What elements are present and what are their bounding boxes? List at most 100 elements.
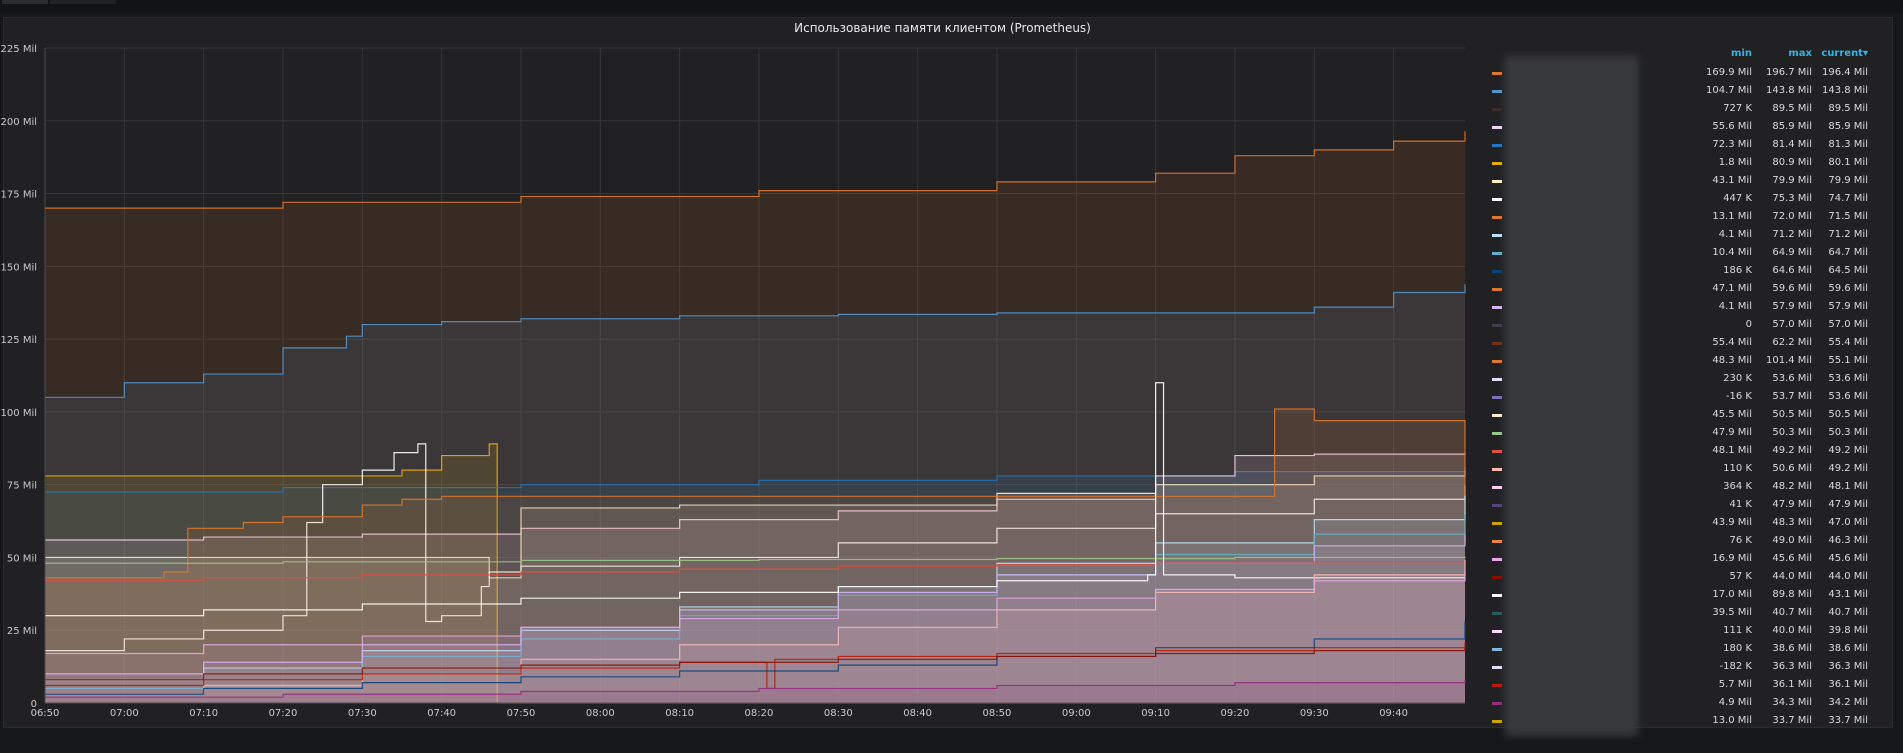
legend-swatch[interactable] (1492, 162, 1502, 165)
legend-swatch[interactable] (1492, 648, 1502, 651)
legend-swatch[interactable] (1492, 288, 1502, 291)
legend-current: 55.4 Mil (1828, 337, 1868, 348)
legend-swatch[interactable] (1492, 234, 1502, 237)
legend-row[interactable]: 364 K 48.2 Mil 48.1 Mil (1483, 478, 1868, 496)
y-tick-label: 175 Mil (1, 190, 37, 201)
legend-row[interactable]: 180 K 38.6 Mil 38.6 Mil (1483, 640, 1868, 658)
legend-row[interactable]: 16.9 Mil 45.6 Mil 45.6 Mil (1483, 550, 1868, 568)
legend-swatch[interactable] (1492, 666, 1502, 669)
legend-swatch[interactable] (1492, 612, 1502, 615)
legend-swatch[interactable] (1492, 198, 1502, 201)
legend-min: 4.9 Mil (1718, 697, 1752, 708)
legend-row[interactable]: 47.1 Mil 59.6 Mil 59.6 Mil (1483, 280, 1868, 298)
legend-min: 72.3 Mil (1712, 139, 1752, 150)
legend-row[interactable]: 43.9 Mil 48.3 Mil 47.0 Mil (1483, 514, 1868, 532)
legend-swatch[interactable] (1492, 720, 1502, 723)
legend-max: 50.3 Mil (1772, 427, 1812, 438)
legend-max: 79.9 Mil (1772, 175, 1812, 186)
legend-current: 71.2 Mil (1828, 229, 1868, 240)
legend-swatch[interactable] (1492, 126, 1502, 129)
legend-swatch[interactable] (1492, 180, 1502, 183)
top-tab[interactable] (2, 0, 48, 4)
legend-row[interactable]: 104.7 Mil 143.8 Mil 143.8 Mil (1483, 82, 1868, 100)
legend-col-max[interactable]: max (1788, 48, 1812, 59)
legend-swatch[interactable] (1492, 306, 1502, 309)
legend-row[interactable]: 169.9 Mil 196.7 Mil 196.4 Mil (1483, 64, 1868, 82)
legend-row[interactable]: -182 K 36.3 Mil 36.3 Mil (1483, 658, 1868, 676)
legend-row[interactable]: 5.7 Mil 36.1 Mil 36.1 Mil (1483, 676, 1868, 694)
legend-swatch[interactable] (1492, 396, 1502, 399)
legend-swatch[interactable] (1492, 576, 1502, 579)
series-area (45, 559, 1465, 703)
legend-max: 49.0 Mil (1772, 535, 1812, 546)
legend-row[interactable]: 55.6 Mil 85.9 Mil 85.9 Mil (1483, 118, 1868, 136)
legend-row[interactable]: 48.1 Mil 49.2 Mil 49.2 Mil (1483, 442, 1868, 460)
legend-row[interactable]: 76 K 49.0 Mil 46.3 Mil (1483, 532, 1868, 550)
legend-row[interactable]: 39.5 Mil 40.7 Mil 40.7 Mil (1483, 604, 1868, 622)
legend-swatch[interactable] (1492, 594, 1502, 597)
legend-row[interactable]: 17.0 Mil 89.8 Mil 43.1 Mil (1483, 586, 1868, 604)
x-tick-label: 09:00 (1062, 708, 1091, 719)
legend-row[interactable]: 45.5 Mil 50.5 Mil 50.5 Mil (1483, 406, 1868, 424)
legend-swatch[interactable] (1492, 252, 1502, 255)
legend-row[interactable]: 55.4 Mil 62.2 Mil 55.4 Mil (1483, 334, 1868, 352)
legend-row[interactable]: 57 K 44.0 Mil 44.0 Mil (1483, 568, 1868, 586)
legend-swatch[interactable] (1492, 414, 1502, 417)
legend-swatch[interactable] (1492, 684, 1502, 687)
legend-swatch[interactable] (1492, 108, 1502, 111)
legend-row[interactable]: 186 K 64.6 Mil 64.5 Mil (1483, 262, 1868, 280)
legend-col-min[interactable]: min (1731, 48, 1752, 59)
legend-swatch[interactable] (1492, 450, 1502, 453)
legend-min: 47.9 Mil (1712, 427, 1752, 438)
legend-row[interactable]: 41 K 47.9 Mil 47.9 Mil (1483, 496, 1868, 514)
legend-swatch[interactable] (1492, 486, 1502, 489)
legend-min: 39.5 Mil (1712, 607, 1752, 618)
legend-row[interactable]: 110 K 50.6 Mil 49.2 Mil (1483, 460, 1868, 478)
legend-swatch[interactable] (1492, 270, 1502, 273)
legend-swatch[interactable] (1492, 216, 1502, 219)
legend-min: 43.1 Mil (1712, 175, 1752, 186)
legend-row[interactable]: 447 K 75.3 Mil 74.7 Mil (1483, 190, 1868, 208)
legend-row[interactable]: 0 57.0 Mil 57.0 Mil (1483, 316, 1868, 334)
legend-row[interactable]: 4.1 Mil 71.2 Mil 71.2 Mil (1483, 226, 1868, 244)
legend-swatch[interactable] (1492, 540, 1502, 543)
legend-swatch[interactable] (1492, 72, 1502, 75)
legend-swatch[interactable] (1492, 378, 1502, 381)
legend-row[interactable]: 47.9 Mil 50.3 Mil 50.3 Mil (1483, 424, 1868, 442)
legend-min: -16 K (1725, 391, 1752, 402)
legend-row[interactable]: 48.3 Mil 101.4 Mil 55.1 Mil (1483, 352, 1868, 370)
legend-max: 89.5 Mil (1772, 103, 1812, 114)
legend-current: 36.1 Mil (1828, 679, 1868, 690)
legend-swatch[interactable] (1492, 630, 1502, 633)
legend-min: 41 K (1729, 499, 1752, 510)
legend-row[interactable]: 4.1 Mil 57.9 Mil 57.9 Mil (1483, 298, 1868, 316)
legend-swatch[interactable] (1492, 558, 1502, 561)
legend-swatch[interactable] (1492, 468, 1502, 471)
legend-row[interactable]: 111 K 40.0 Mil 39.8 Mil (1483, 622, 1868, 640)
legend-col-current[interactable]: current▾ (1821, 48, 1868, 59)
legend-row[interactable]: -16 K 53.7 Mil 53.6 Mil (1483, 388, 1868, 406)
legend-row[interactable]: 4.9 Mil 34.3 Mil 34.2 Mil (1483, 694, 1868, 712)
legend-row[interactable]: 1.8 Mil 80.9 Mil 80.1 Mil (1483, 154, 1868, 172)
legend-row[interactable]: 230 K 53.6 Mil 53.6 Mil (1483, 370, 1868, 388)
legend-swatch[interactable] (1492, 90, 1502, 93)
legend-swatch[interactable] (1492, 144, 1502, 147)
legend-row[interactable]: 10.4 Mil 64.9 Mil 64.7 Mil (1483, 244, 1868, 262)
panel-title[interactable]: Использование памяти клиентом (Prometheu… (794, 21, 1091, 35)
legend-row[interactable]: 43.1 Mil 79.9 Mil 79.9 Mil (1483, 172, 1868, 190)
legend-swatch[interactable] (1492, 522, 1502, 525)
legend-row[interactable]: 13.1 Mil 72.0 Mil 71.5 Mil (1483, 208, 1868, 226)
legend-current: 74.7 Mil (1828, 193, 1868, 204)
legend-swatch[interactable] (1492, 702, 1502, 705)
legend-current: 59.6 Mil (1828, 283, 1868, 294)
legend-swatch[interactable] (1492, 324, 1502, 327)
legend-row[interactable]: 727 K 89.5 Mil 89.5 Mil (1483, 100, 1868, 118)
legend-row[interactable]: 72.3 Mil 81.4 Mil 81.3 Mil (1483, 136, 1868, 154)
legend-swatch[interactable] (1492, 504, 1502, 507)
legend-swatch[interactable] (1492, 432, 1502, 435)
legend-swatch[interactable] (1492, 360, 1502, 363)
legend-row[interactable]: 13.0 Mil 33.7 Mil 33.7 Mil (1483, 712, 1868, 730)
legend-current: 85.9 Mil (1828, 121, 1868, 132)
legend-swatch[interactable] (1492, 342, 1502, 345)
top-tab[interactable] (50, 0, 116, 4)
